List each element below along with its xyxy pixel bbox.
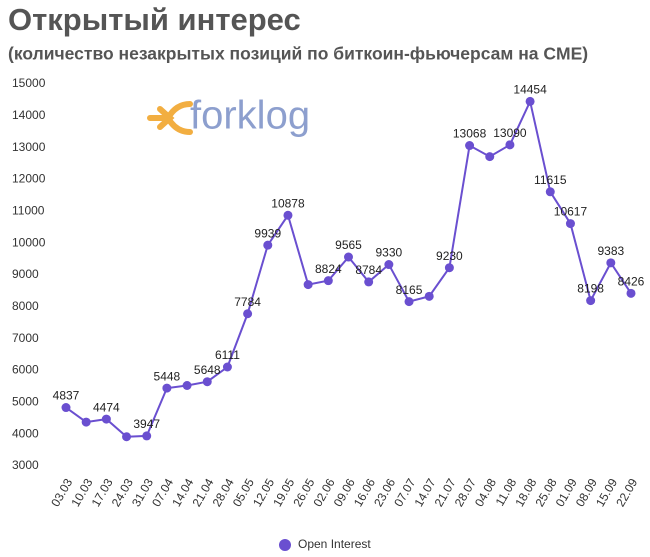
data-label: 9939: [254, 226, 281, 240]
data-label: 10878: [271, 196, 305, 210]
data-point: [182, 380, 192, 390]
chart-title: Открытый интерес: [8, 2, 301, 37]
data-label: 3947: [133, 417, 160, 431]
data-point: [626, 288, 636, 298]
data-label: 13090: [493, 126, 527, 140]
data-label: 9565: [335, 238, 362, 252]
data-point: [485, 152, 495, 162]
data-label: 4474: [93, 400, 120, 414]
y-tick-label: 6000: [12, 363, 39, 377]
data-point: [525, 96, 535, 106]
data-label: 6111: [215, 348, 240, 362]
data-point: [465, 141, 475, 151]
watermark-logo: forklog: [147, 94, 310, 138]
watermark-text: forklog: [190, 94, 310, 138]
data-label: 8784: [355, 263, 382, 277]
data-point: [424, 291, 434, 301]
y-tick-label: 9000: [12, 267, 39, 281]
x-tick-label: 04.08: [472, 476, 499, 509]
data-point: [122, 432, 132, 442]
data-point: [444, 263, 454, 273]
data-label: 10617: [554, 205, 588, 219]
x-tick-label: 22.09: [613, 476, 640, 509]
data-point: [263, 240, 273, 250]
data-label: 9230: [436, 249, 463, 263]
data-point: [344, 252, 353, 262]
data-point: [303, 280, 313, 290]
y-tick-label: 12000: [12, 172, 46, 186]
data-point: [61, 403, 71, 413]
chart-subtitle: (количество незакрытых позиций по биткои…: [8, 44, 588, 64]
data-point: [586, 296, 596, 306]
data-label: 8824: [315, 262, 342, 276]
data-label: 8198: [577, 282, 604, 296]
data-label: 8426: [618, 274, 645, 288]
data-label: 7784: [234, 295, 261, 309]
y-tick-label: 10000: [12, 235, 46, 249]
data-point: [162, 383, 172, 393]
y-tick-label: 8000: [12, 299, 39, 313]
y-tick-label: 13000: [12, 140, 46, 154]
y-tick-label: 3000: [12, 458, 39, 472]
data-label: 9383: [597, 244, 624, 258]
data-point: [606, 258, 616, 268]
data-label: 4837: [53, 389, 80, 403]
data-point: [545, 187, 555, 197]
data-point: [384, 260, 394, 270]
data-label: 5448: [154, 369, 181, 383]
data-point: [364, 277, 374, 287]
data-point: [202, 377, 212, 387]
legend-label: Open Interest: [298, 537, 371, 551]
series-line: [65, 98, 632, 438]
data-point: [142, 431, 152, 441]
data-label: 14454: [513, 83, 547, 97]
data-label: 13068: [453, 127, 487, 141]
data-point: [222, 362, 232, 372]
y-tick-label: 11000: [12, 204, 45, 218]
data-point: [283, 210, 293, 220]
legend-marker: [279, 539, 291, 551]
y-tick-label: 7000: [12, 331, 39, 345]
data-point: [323, 276, 333, 286]
data-point: [565, 219, 575, 229]
y-tick-label: 4000: [12, 426, 39, 440]
data-point: [505, 140, 515, 150]
data-label: 9330: [376, 246, 403, 260]
data-point: [243, 309, 253, 319]
data-point: [404, 297, 414, 307]
data-label: 8165: [396, 283, 423, 297]
y-tick-label: 14000: [12, 108, 46, 122]
data-point: [101, 414, 111, 424]
data-label: 11615: [534, 173, 567, 187]
y-tick-label: 15000: [12, 76, 46, 90]
y-tick-label: 5000: [12, 395, 39, 409]
data-point: [81, 417, 91, 427]
data-label: 5648: [194, 363, 221, 377]
